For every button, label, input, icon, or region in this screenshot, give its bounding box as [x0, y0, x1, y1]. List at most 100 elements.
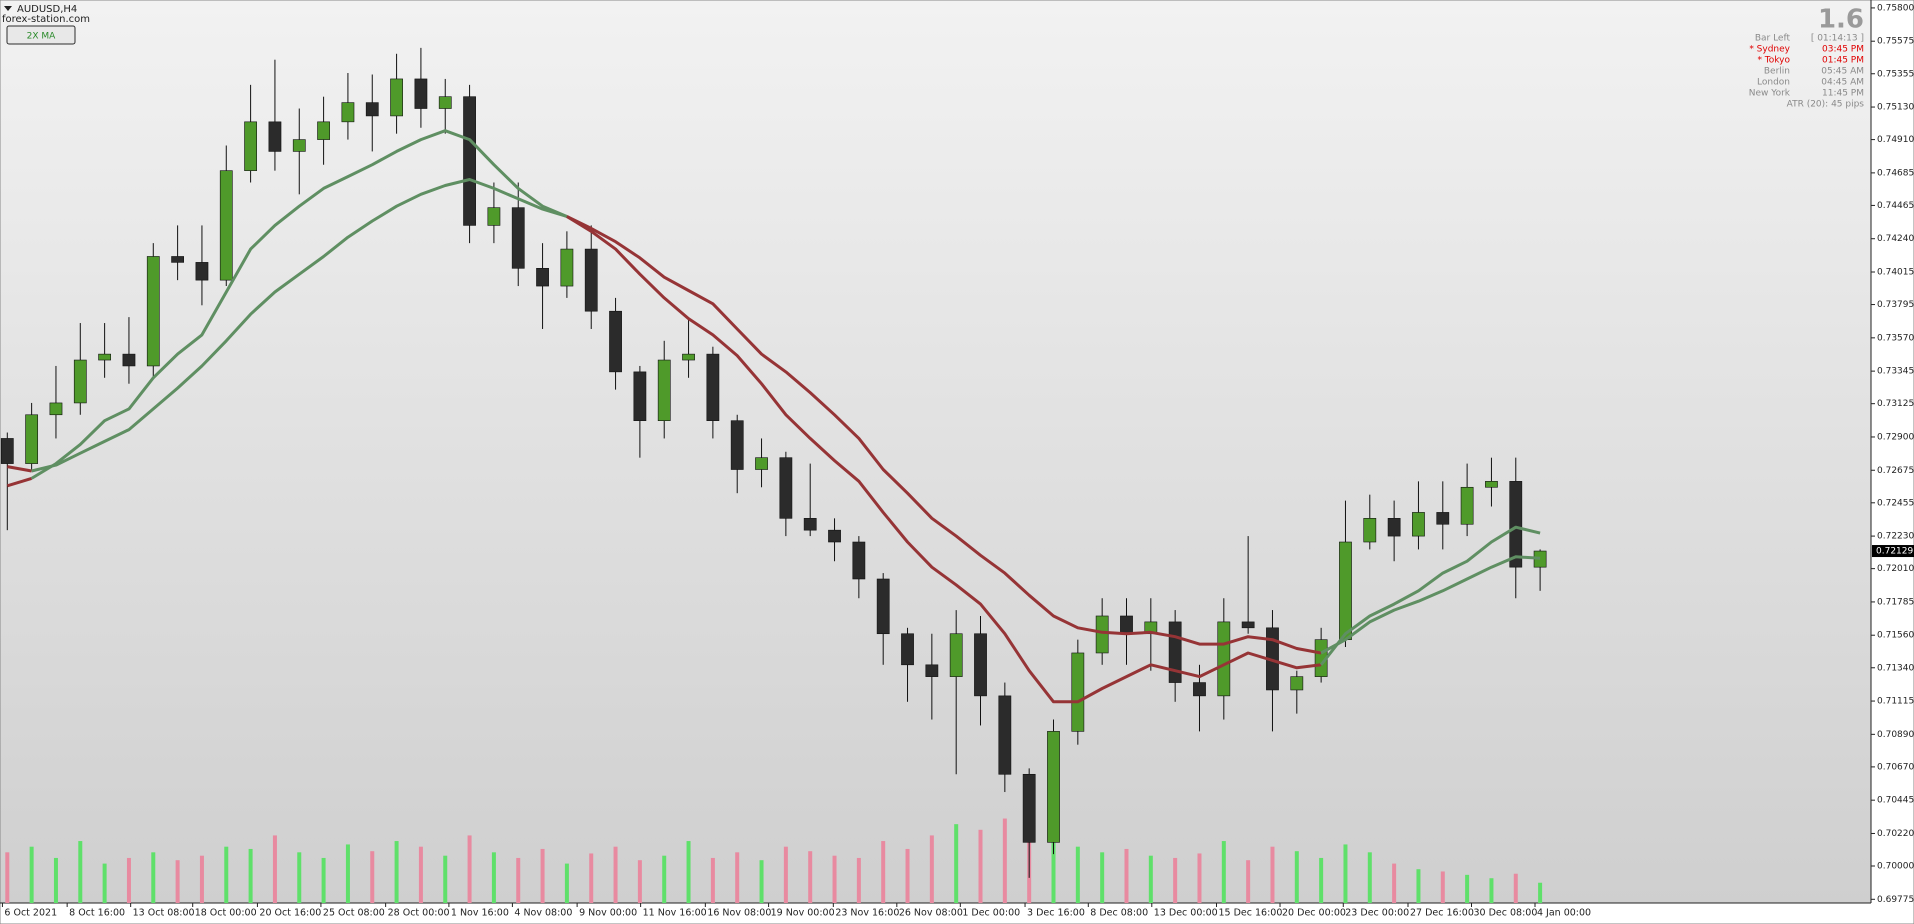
- ma-button[interactable]: [6, 25, 76, 45]
- candle-body: [49, 402, 63, 416]
- volume-bar: [954, 824, 959, 903]
- volume-bar: [759, 860, 764, 903]
- x-tick-label: 3 Dec 16:00: [1027, 908, 1085, 919]
- info-value: [ 01:14:13 ]: [1811, 34, 1864, 44]
- volume-bar: [199, 855, 204, 903]
- y-tick-label: 0.72675: [1877, 466, 1914, 476]
- chart-title: AUDUSD,H4: [17, 4, 77, 15]
- x-tick-label: 11 Nov 16:00: [643, 908, 707, 919]
- x-tick-label: 13 Oct 08:00: [133, 908, 195, 919]
- volume-bar: [272, 835, 277, 903]
- candle-body: [1168, 621, 1182, 683]
- volume-bar: [1100, 852, 1105, 903]
- volume-bar: [1367, 852, 1372, 903]
- candle-body: [1339, 541, 1352, 640]
- volume-bar: [662, 855, 667, 903]
- atr-label: ATR (20): 45 pips: [1787, 100, 1865, 110]
- volume-bar: [1051, 835, 1056, 903]
- x-tick-label: 28 Oct 00:00: [388, 908, 450, 919]
- moving-average: [7, 465, 32, 473]
- y-tick-label: 0.74015: [1877, 268, 1914, 278]
- info-label: * Sydney: [1749, 45, 1790, 55]
- volume-bar: [564, 863, 569, 903]
- x-tick-label: 8 Dec 08:00: [1090, 908, 1148, 919]
- candle-body: [341, 102, 355, 123]
- x-tick-label: 23 Dec 00:00: [1345, 908, 1409, 919]
- last-price-label: 0.72129: [1876, 547, 1913, 557]
- info-label: New York: [1749, 89, 1791, 99]
- info-label: * Tokyo: [1757, 56, 1790, 66]
- spread-value: 1.6: [1818, 5, 1864, 35]
- x-tick-label: 6 Oct 2021: [4, 908, 57, 919]
- moving-average: [6, 476, 33, 488]
- x-tick-label: 27 Dec 16:00: [1410, 908, 1474, 919]
- symbol-menu-arrow[interactable]: [4, 6, 12, 11]
- moving-average: [31, 178, 568, 473]
- x-tick-label: 25 Oct 08:00: [323, 908, 385, 919]
- volume-bar: [540, 848, 545, 903]
- ma-button-label[interactable]: 2X MA: [27, 32, 57, 42]
- moving-average: [566, 215, 1322, 704]
- candle-body: [609, 310, 622, 373]
- y-tick-label: 0.73345: [1877, 367, 1914, 377]
- volume-bar: [224, 846, 229, 903]
- volume-bar: [102, 863, 107, 903]
- candle-body: [463, 96, 476, 226]
- candle-body: [657, 359, 671, 421]
- candle-body: [1387, 518, 1401, 537]
- candle-body: [998, 695, 1012, 775]
- info-value: 01:45 PM: [1822, 56, 1864, 66]
- candle-body: [511, 207, 525, 269]
- last-price-box: [1872, 545, 1914, 558]
- candle-body: [1436, 512, 1450, 525]
- candle-body: [0, 438, 14, 464]
- candle-body: [268, 121, 282, 152]
- candle-body: [1412, 512, 1425, 537]
- volume-bar: [491, 852, 496, 903]
- y-tick-label: 0.70000: [1877, 862, 1914, 872]
- y-tick-label: 0.73570: [1877, 333, 1914, 343]
- y-tick-label: 0.73125: [1877, 399, 1914, 409]
- volume-bar: [1465, 874, 1470, 903]
- volume-bar: [686, 841, 691, 903]
- volume-bar: [418, 846, 423, 903]
- candle-body: [1485, 481, 1498, 488]
- moving-average: [1319, 525, 1541, 666]
- x-tick-label: 9 Nov 00:00: [579, 908, 637, 919]
- candle-body: [219, 170, 233, 281]
- volume-bar: [856, 857, 861, 903]
- volume-bar: [1319, 857, 1324, 903]
- candle-body: [98, 353, 112, 361]
- volume-bar: [1513, 873, 1518, 903]
- volume-bar: [1002, 818, 1007, 903]
- y-tick-label: 0.74910: [1877, 135, 1914, 145]
- volume-bar: [735, 852, 740, 903]
- x-tick-label: 15 Dec 16:00: [1219, 908, 1283, 919]
- candle-body: [730, 420, 744, 470]
- x-tick-label: 18 Oct 00:00: [195, 908, 257, 919]
- info-label: Bar Left: [1755, 34, 1791, 44]
- volume-bar: [467, 835, 472, 903]
- x-tick-label: 30 Dec 08:00: [1473, 908, 1537, 919]
- y-tick-label: 0.71785: [1877, 597, 1914, 607]
- volume-bar: [1343, 844, 1348, 903]
- volume-bar: [297, 852, 302, 903]
- info-value: 04:45 AM: [1821, 78, 1864, 88]
- candle-body: [1290, 676, 1304, 691]
- candle-body: [365, 102, 379, 117]
- volume-bar: [1221, 841, 1226, 903]
- candle-body: [755, 457, 768, 470]
- volume-bar: [394, 841, 399, 903]
- volume-bar: [1538, 882, 1543, 903]
- info-label: London: [1757, 78, 1790, 88]
- x-tick-label: 19 Nov 00:00: [771, 908, 835, 919]
- volume-bar: [443, 855, 448, 903]
- candle-body: [779, 457, 793, 519]
- y-tick-label: 0.71115: [1877, 697, 1914, 707]
- candle-body: [73, 359, 87, 404]
- volume-bar: [1075, 846, 1080, 903]
- y-tick-label: 0.74685: [1877, 168, 1914, 178]
- y-tick-label: 0.72455: [1877, 498, 1914, 508]
- x-tick-label: 4 Jan 00:00: [1537, 908, 1591, 919]
- x-tick-label: 23 Nov 16:00: [835, 908, 899, 919]
